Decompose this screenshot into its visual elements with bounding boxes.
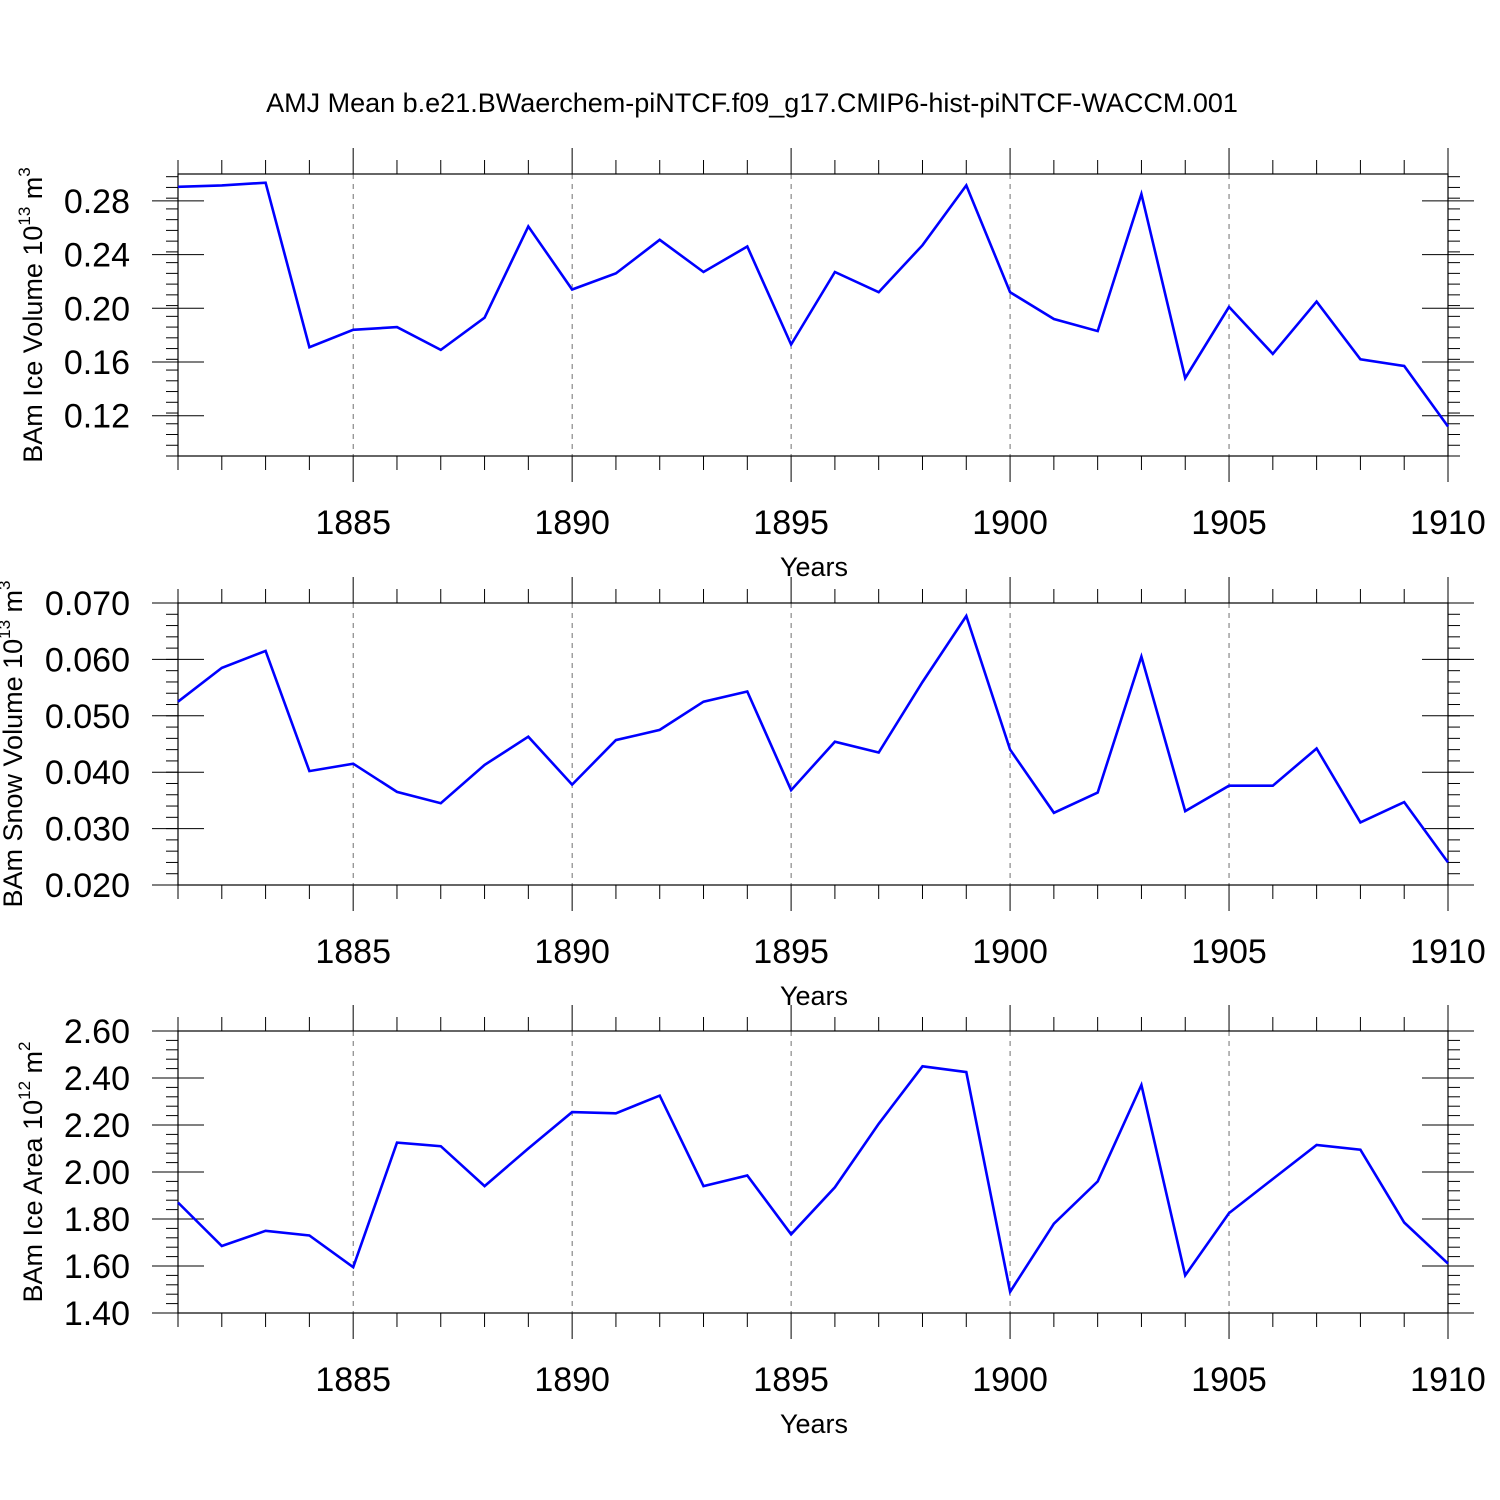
panel-2: 1885 1890 1895 1900 1905 1910 0.020 0.030 0.040 0… — [0, 577, 1486, 1011]
x-tick-label: 1890 — [534, 504, 610, 542]
y-tick-label: 0.040 — [45, 754, 130, 792]
x-tick-label: 1905 — [1191, 1361, 1267, 1399]
y-axis-label: BAm Ice Area 1012 m2 — [15, 1042, 48, 1303]
y-axis-label: BAm Ice Volume 1013 m3 — [15, 167, 48, 463]
plot-frame — [177, 1030, 1449, 1314]
x-tick-label: 1900 — [972, 504, 1048, 542]
series-line — [177, 181, 1450, 428]
y-axis-label-unit-exponent: 3 — [0, 580, 14, 589]
y-tick-label: 0.24 — [64, 237, 130, 275]
x-tick-label: 1895 — [753, 933, 829, 971]
x-tick-label: 1895 — [753, 504, 829, 542]
y-axis-label-main: BAm Ice Volume 10 — [18, 226, 48, 463]
series-line — [177, 1064, 1449, 1296]
x-tick-label: 1910 — [1410, 504, 1486, 542]
y-axis-label-main: BAm Snow Volume 10 — [0, 639, 28, 908]
y-tick-label: 1.40 — [64, 1295, 130, 1333]
y-axis-label-main: BAm Ice Area 10 — [18, 1100, 48, 1303]
x-tick-label: 1890 — [534, 1361, 610, 1399]
y-tick-label: 0.16 — [64, 344, 130, 382]
y-axis-label-exponent: 12 — [15, 1081, 34, 1100]
y-tick-label: 0.28 — [64, 183, 130, 221]
y-axis-label: BAm Snow Volume 1013 m3 — [0, 580, 28, 907]
y-tick-label: 2.20 — [64, 1107, 130, 1145]
y-axis-label-exponent: 13 — [0, 620, 14, 639]
y-tick-label: 0.060 — [45, 641, 130, 679]
series-line — [177, 613, 1450, 864]
plot-frame — [177, 602, 1449, 886]
x-axis-label: Years — [780, 552, 848, 582]
y-tick-label: 0.020 — [45, 867, 130, 905]
x-tick-label: 1910 — [1410, 933, 1486, 971]
plot-frame — [177, 173, 1449, 457]
y-tick-label: 2.00 — [64, 1154, 130, 1192]
y-tick-label: 0.030 — [45, 811, 130, 849]
y-tick-label: 0.070 — [45, 585, 130, 623]
y-axis-label-unit-exponent: 2 — [15, 1042, 34, 1051]
x-tick-label: 1890 — [534, 933, 610, 971]
x-tick-label: 1905 — [1191, 504, 1267, 542]
panels: 1885 1890 1895 1900 1905 1910 0.12 0.16 0.20 0.24… — [0, 148, 1486, 1439]
x-tick-label: 1885 — [315, 1361, 391, 1399]
x-tick-label: 1895 — [753, 1361, 829, 1399]
x-axis-label: Years — [780, 1409, 848, 1439]
x-tick-label: 1900 — [972, 933, 1048, 971]
y-tick-label: 0.050 — [45, 698, 130, 736]
y-tick-label: 2.60 — [64, 1013, 130, 1051]
y-tick-label: 2.40 — [64, 1060, 130, 1098]
y-axis-label-unit: m — [18, 177, 48, 207]
panel-3: 1885 1890 1895 1900 1905 1910 1.40 1.60 1.80 2.00… — [15, 1005, 1486, 1439]
x-tick-label: 1885 — [315, 933, 391, 971]
x-tick-label: 1900 — [972, 1361, 1048, 1399]
y-axis-label-exponent: 13 — [15, 207, 34, 226]
y-axis-label-unit: m — [0, 590, 28, 620]
y-tick-label: 1.60 — [64, 1248, 130, 1286]
y-tick-label: 1.80 — [64, 1201, 130, 1239]
x-tick-label: 1885 — [315, 504, 391, 542]
panel-1: 1885 1890 1895 1900 1905 1910 0.12 0.16 0.20 0.24… — [15, 148, 1486, 582]
y-axis-label-unit-exponent: 3 — [15, 167, 34, 176]
y-tick-label: 0.20 — [64, 290, 130, 328]
figure-title: AMJ Mean b.e21.BWaerchem-piNTCF.f09_g17.… — [266, 88, 1238, 118]
x-tick-label: 1905 — [1191, 933, 1267, 971]
y-tick-label: 0.12 — [64, 398, 130, 436]
y-axis-label-unit: m — [18, 1051, 48, 1081]
x-tick-label: 1910 — [1410, 1361, 1486, 1399]
x-axis-label: Years — [780, 981, 848, 1011]
